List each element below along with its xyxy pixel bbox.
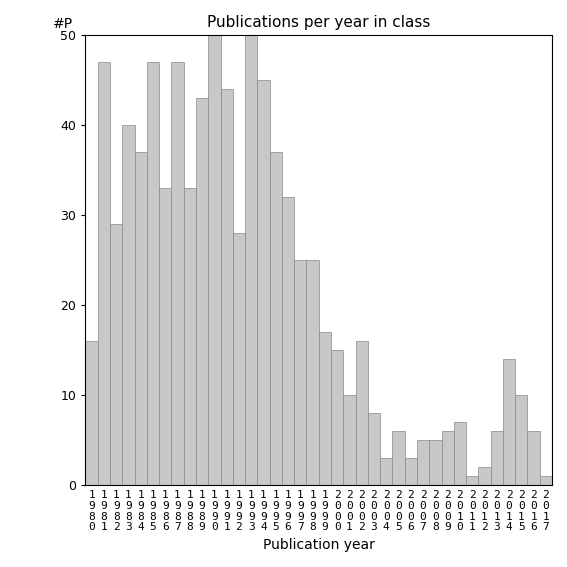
Bar bbox=[466, 476, 479, 485]
Bar bbox=[122, 125, 134, 485]
Bar bbox=[454, 422, 466, 485]
Bar bbox=[417, 440, 429, 485]
Bar bbox=[380, 458, 392, 485]
Bar bbox=[270, 153, 282, 485]
Bar bbox=[306, 260, 319, 485]
Bar bbox=[343, 395, 356, 485]
Bar bbox=[442, 431, 454, 485]
Bar bbox=[282, 197, 294, 485]
Bar bbox=[245, 35, 257, 485]
Bar bbox=[540, 476, 552, 485]
Bar bbox=[479, 467, 490, 485]
Bar bbox=[159, 188, 171, 485]
Bar bbox=[233, 233, 245, 485]
Bar bbox=[490, 431, 503, 485]
Bar bbox=[221, 90, 233, 485]
Bar bbox=[356, 341, 368, 485]
Bar bbox=[527, 431, 540, 485]
Bar bbox=[503, 359, 515, 485]
Bar bbox=[98, 62, 110, 485]
Bar bbox=[257, 81, 270, 485]
Bar bbox=[86, 341, 98, 485]
Bar bbox=[171, 62, 184, 485]
Bar bbox=[110, 225, 122, 485]
Bar bbox=[208, 35, 221, 485]
Title: Publications per year in class: Publications per year in class bbox=[207, 15, 430, 30]
Bar bbox=[429, 440, 442, 485]
Bar bbox=[147, 62, 159, 485]
Bar bbox=[368, 413, 380, 485]
Bar bbox=[134, 153, 147, 485]
Bar bbox=[294, 260, 306, 485]
Bar bbox=[515, 395, 527, 485]
X-axis label: Publication year: Publication year bbox=[263, 538, 375, 552]
Bar bbox=[319, 332, 331, 485]
Bar bbox=[331, 350, 343, 485]
Bar bbox=[196, 98, 208, 485]
Bar bbox=[392, 431, 405, 485]
Text: #P: #P bbox=[53, 17, 73, 31]
Bar bbox=[184, 188, 196, 485]
Bar bbox=[405, 458, 417, 485]
